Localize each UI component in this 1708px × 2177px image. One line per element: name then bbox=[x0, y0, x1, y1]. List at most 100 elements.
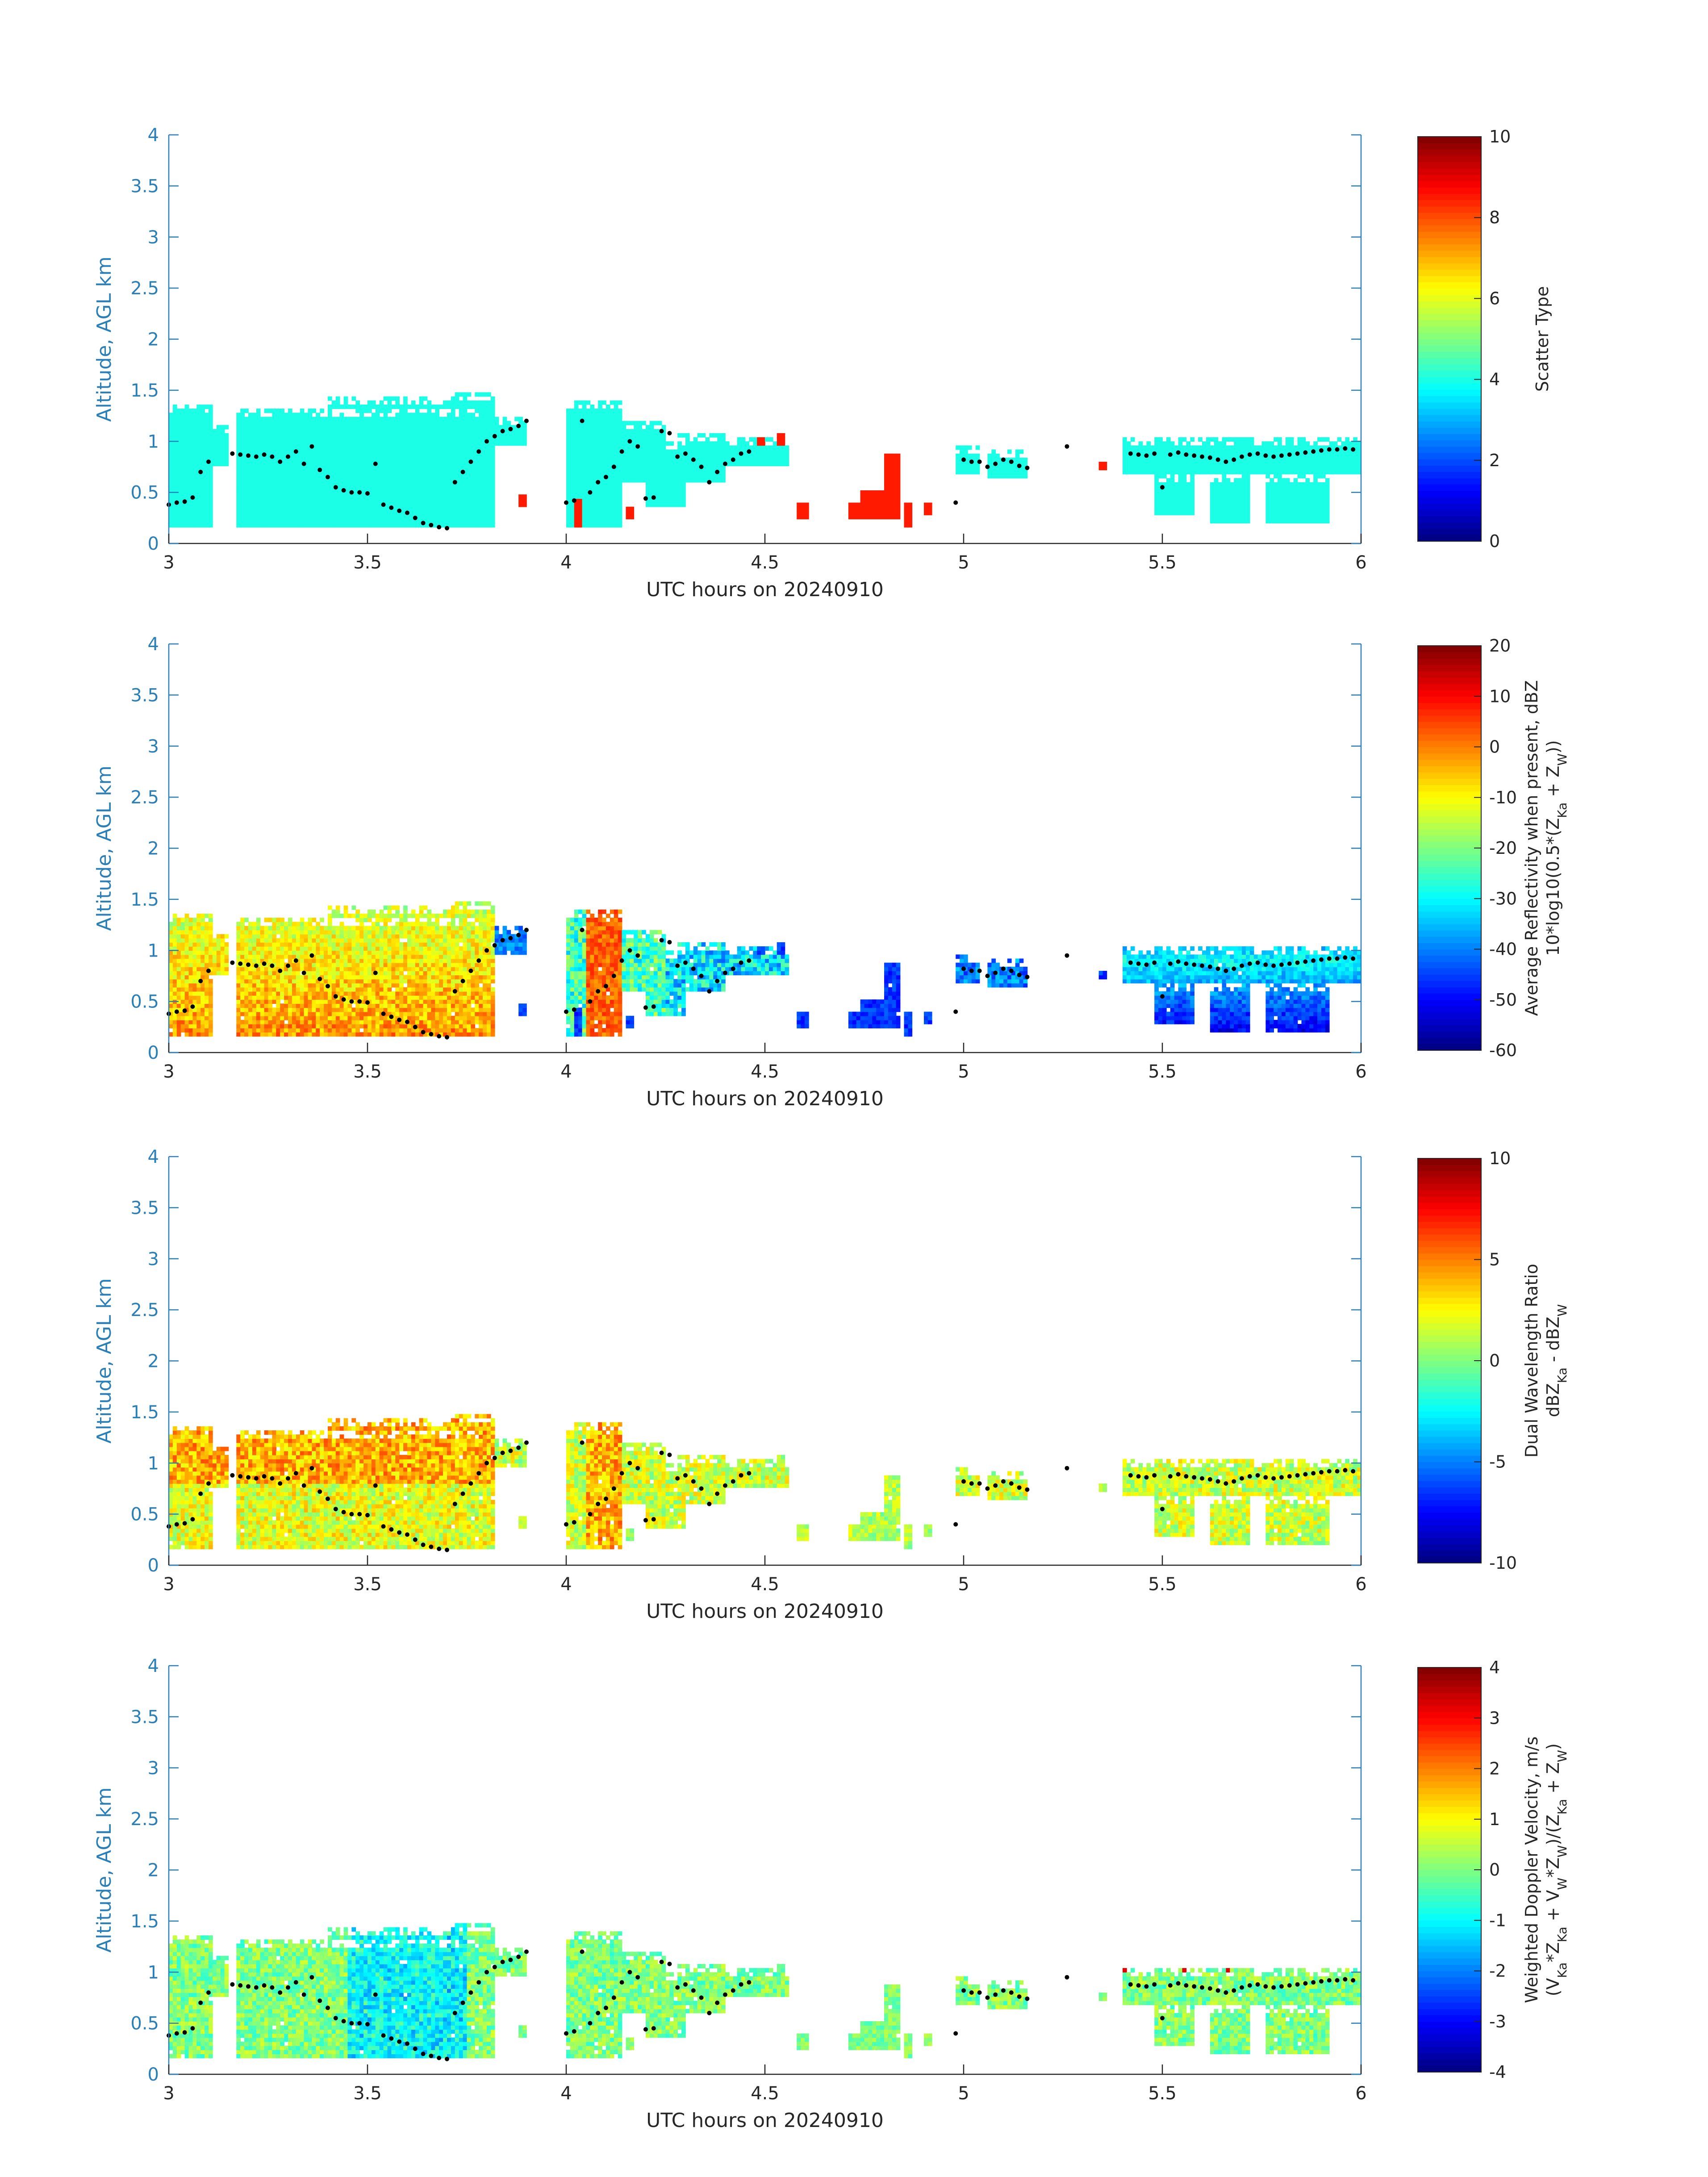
heatmap-cell bbox=[268, 429, 273, 434]
heatmap-cell bbox=[653, 486, 658, 491]
heatmap-cell bbox=[328, 482, 332, 487]
heatmap-cell bbox=[347, 421, 352, 426]
heatmap-cell bbox=[240, 421, 245, 426]
heatmap-cell bbox=[1289, 490, 1294, 495]
heatmap-cell bbox=[586, 417, 591, 422]
heatmap-cell bbox=[188, 934, 193, 939]
heatmap-cell bbox=[657, 478, 662, 483]
heatmap-cell bbox=[618, 494, 622, 499]
heatmap-cell bbox=[188, 466, 193, 471]
heatmap-cell bbox=[316, 425, 320, 430]
heatmap-cell bbox=[200, 441, 205, 446]
heatmap-cell bbox=[1325, 519, 1330, 524]
colorbar-segment bbox=[1418, 452, 1481, 460]
track-point bbox=[1224, 460, 1228, 464]
heatmap-cell bbox=[216, 938, 221, 943]
heatmap-cell bbox=[1174, 502, 1179, 507]
heatmap-cell bbox=[169, 506, 173, 511]
heatmap-cell bbox=[176, 437, 181, 442]
heatmap-cell bbox=[614, 506, 618, 511]
heatmap-cell bbox=[868, 502, 873, 507]
heatmap-cell bbox=[1178, 453, 1183, 458]
heatmap-cell bbox=[240, 494, 245, 499]
heatmap-cell bbox=[260, 421, 265, 426]
heatmap-cell bbox=[797, 515, 801, 519]
heatmap-cell bbox=[1154, 445, 1159, 450]
heatmap-cell bbox=[1293, 449, 1298, 454]
heatmap-cell bbox=[995, 474, 1000, 479]
heatmap-cell bbox=[1162, 457, 1167, 462]
heatmap-cell bbox=[184, 502, 189, 507]
heatmap-cell bbox=[363, 498, 368, 503]
heatmap-cell bbox=[328, 519, 332, 524]
heatmap-cell bbox=[1261, 441, 1266, 446]
heatmap-cell bbox=[1301, 474, 1306, 479]
heatmap-cell bbox=[1190, 445, 1194, 450]
heatmap-cell bbox=[657, 433, 662, 438]
heatmap-cell bbox=[312, 498, 317, 503]
heatmap-cell bbox=[411, 523, 416, 528]
heatmap-cell bbox=[487, 523, 491, 528]
heatmap-cell bbox=[1206, 437, 1211, 442]
heatmap-cell bbox=[483, 474, 487, 479]
heatmap-cell bbox=[1214, 441, 1219, 446]
heatmap-cell bbox=[296, 519, 301, 524]
heatmap-cell bbox=[359, 519, 364, 524]
heatmap-cell bbox=[343, 400, 348, 405]
heatmap-cell bbox=[347, 457, 352, 462]
heatmap-cell bbox=[673, 457, 678, 462]
heatmap-cell bbox=[681, 502, 686, 507]
heatmap-cell bbox=[614, 486, 618, 491]
colorbar-segment bbox=[1418, 339, 1481, 346]
heatmap-cell bbox=[260, 519, 265, 524]
heatmap-cell bbox=[1154, 478, 1159, 483]
heatmap-cell bbox=[220, 457, 225, 462]
heatmap-cell bbox=[252, 413, 257, 418]
heatmap-cell bbox=[169, 922, 173, 927]
heatmap-cell bbox=[172, 437, 177, 442]
heatmap-cell bbox=[196, 445, 201, 450]
heatmap-cell bbox=[590, 523, 595, 528]
heatmap-cell bbox=[1313, 506, 1318, 511]
heatmap-cell bbox=[196, 966, 201, 971]
heatmap-cell bbox=[661, 445, 666, 450]
heatmap-cell bbox=[661, 486, 666, 491]
heatmap-cell bbox=[411, 510, 416, 515]
heatmap-cell bbox=[248, 498, 253, 503]
heatmap-cell bbox=[205, 979, 209, 984]
heatmap-cell bbox=[395, 433, 400, 438]
heatmap-cell bbox=[467, 486, 472, 491]
heatmap-cell bbox=[638, 433, 642, 438]
heatmap-cell bbox=[602, 519, 606, 524]
heatmap-cell bbox=[1297, 490, 1302, 495]
heatmap-cell bbox=[471, 506, 476, 511]
heatmap-cell bbox=[463, 445, 468, 450]
heatmap-cell bbox=[657, 437, 662, 442]
heatmap-cell bbox=[1226, 494, 1231, 499]
heatmap-cell bbox=[363, 425, 368, 430]
heatmap-cell bbox=[1245, 445, 1250, 450]
heatmap-cell bbox=[435, 413, 439, 418]
track-point bbox=[675, 454, 680, 459]
heatmap-cell bbox=[1305, 510, 1310, 515]
heatmap-cell bbox=[355, 449, 360, 454]
heatmap-cell bbox=[602, 421, 606, 426]
heatmap-cell bbox=[999, 470, 1004, 475]
heatmap-cell bbox=[169, 995, 173, 1000]
heatmap-cell bbox=[582, 421, 587, 426]
heatmap-cell bbox=[395, 474, 400, 479]
heatmap-cell bbox=[339, 470, 344, 475]
heatmap-cell bbox=[467, 515, 472, 519]
heatmap-cell bbox=[264, 482, 269, 487]
heatmap-cell bbox=[264, 486, 269, 491]
heatmap-cell bbox=[463, 478, 468, 483]
heatmap-cell bbox=[192, 1032, 197, 1037]
heatmap-cell bbox=[312, 417, 317, 422]
heatmap-cell bbox=[570, 474, 575, 479]
heatmap-cell bbox=[431, 441, 436, 446]
heatmap-cell bbox=[1278, 437, 1282, 442]
heatmap-cell bbox=[463, 486, 468, 491]
heatmap-cell bbox=[1222, 470, 1227, 475]
track-point bbox=[747, 449, 752, 454]
